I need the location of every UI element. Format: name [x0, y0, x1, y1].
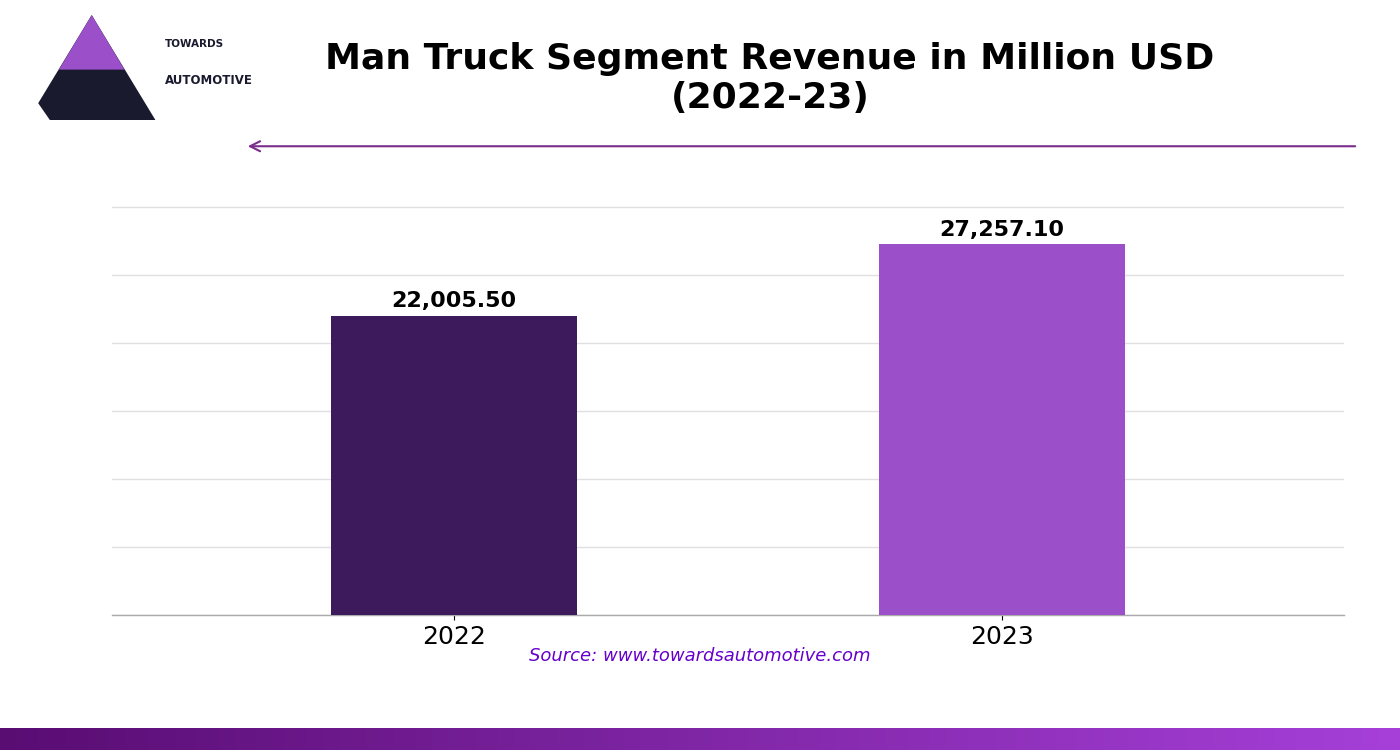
Bar [330, 316, 577, 615]
Text: 22,005.50: 22,005.50 [392, 291, 517, 311]
Polygon shape [28, 88, 50, 120]
Text: AUTOMOTIVE: AUTOMOTIVE [165, 74, 252, 86]
Polygon shape [28, 15, 155, 120]
Text: TOWARDS: TOWARDS [165, 40, 224, 50]
Text: Source: www.towardsautomotive.com: Source: www.towardsautomotive.com [529, 647, 871, 665]
Bar [879, 244, 1126, 615]
Text: Man Truck Segment Revenue in Million USD
(2022-23): Man Truck Segment Revenue in Million USD… [325, 42, 1215, 116]
Polygon shape [59, 15, 125, 70]
Text: 27,257.10: 27,257.10 [939, 220, 1064, 240]
